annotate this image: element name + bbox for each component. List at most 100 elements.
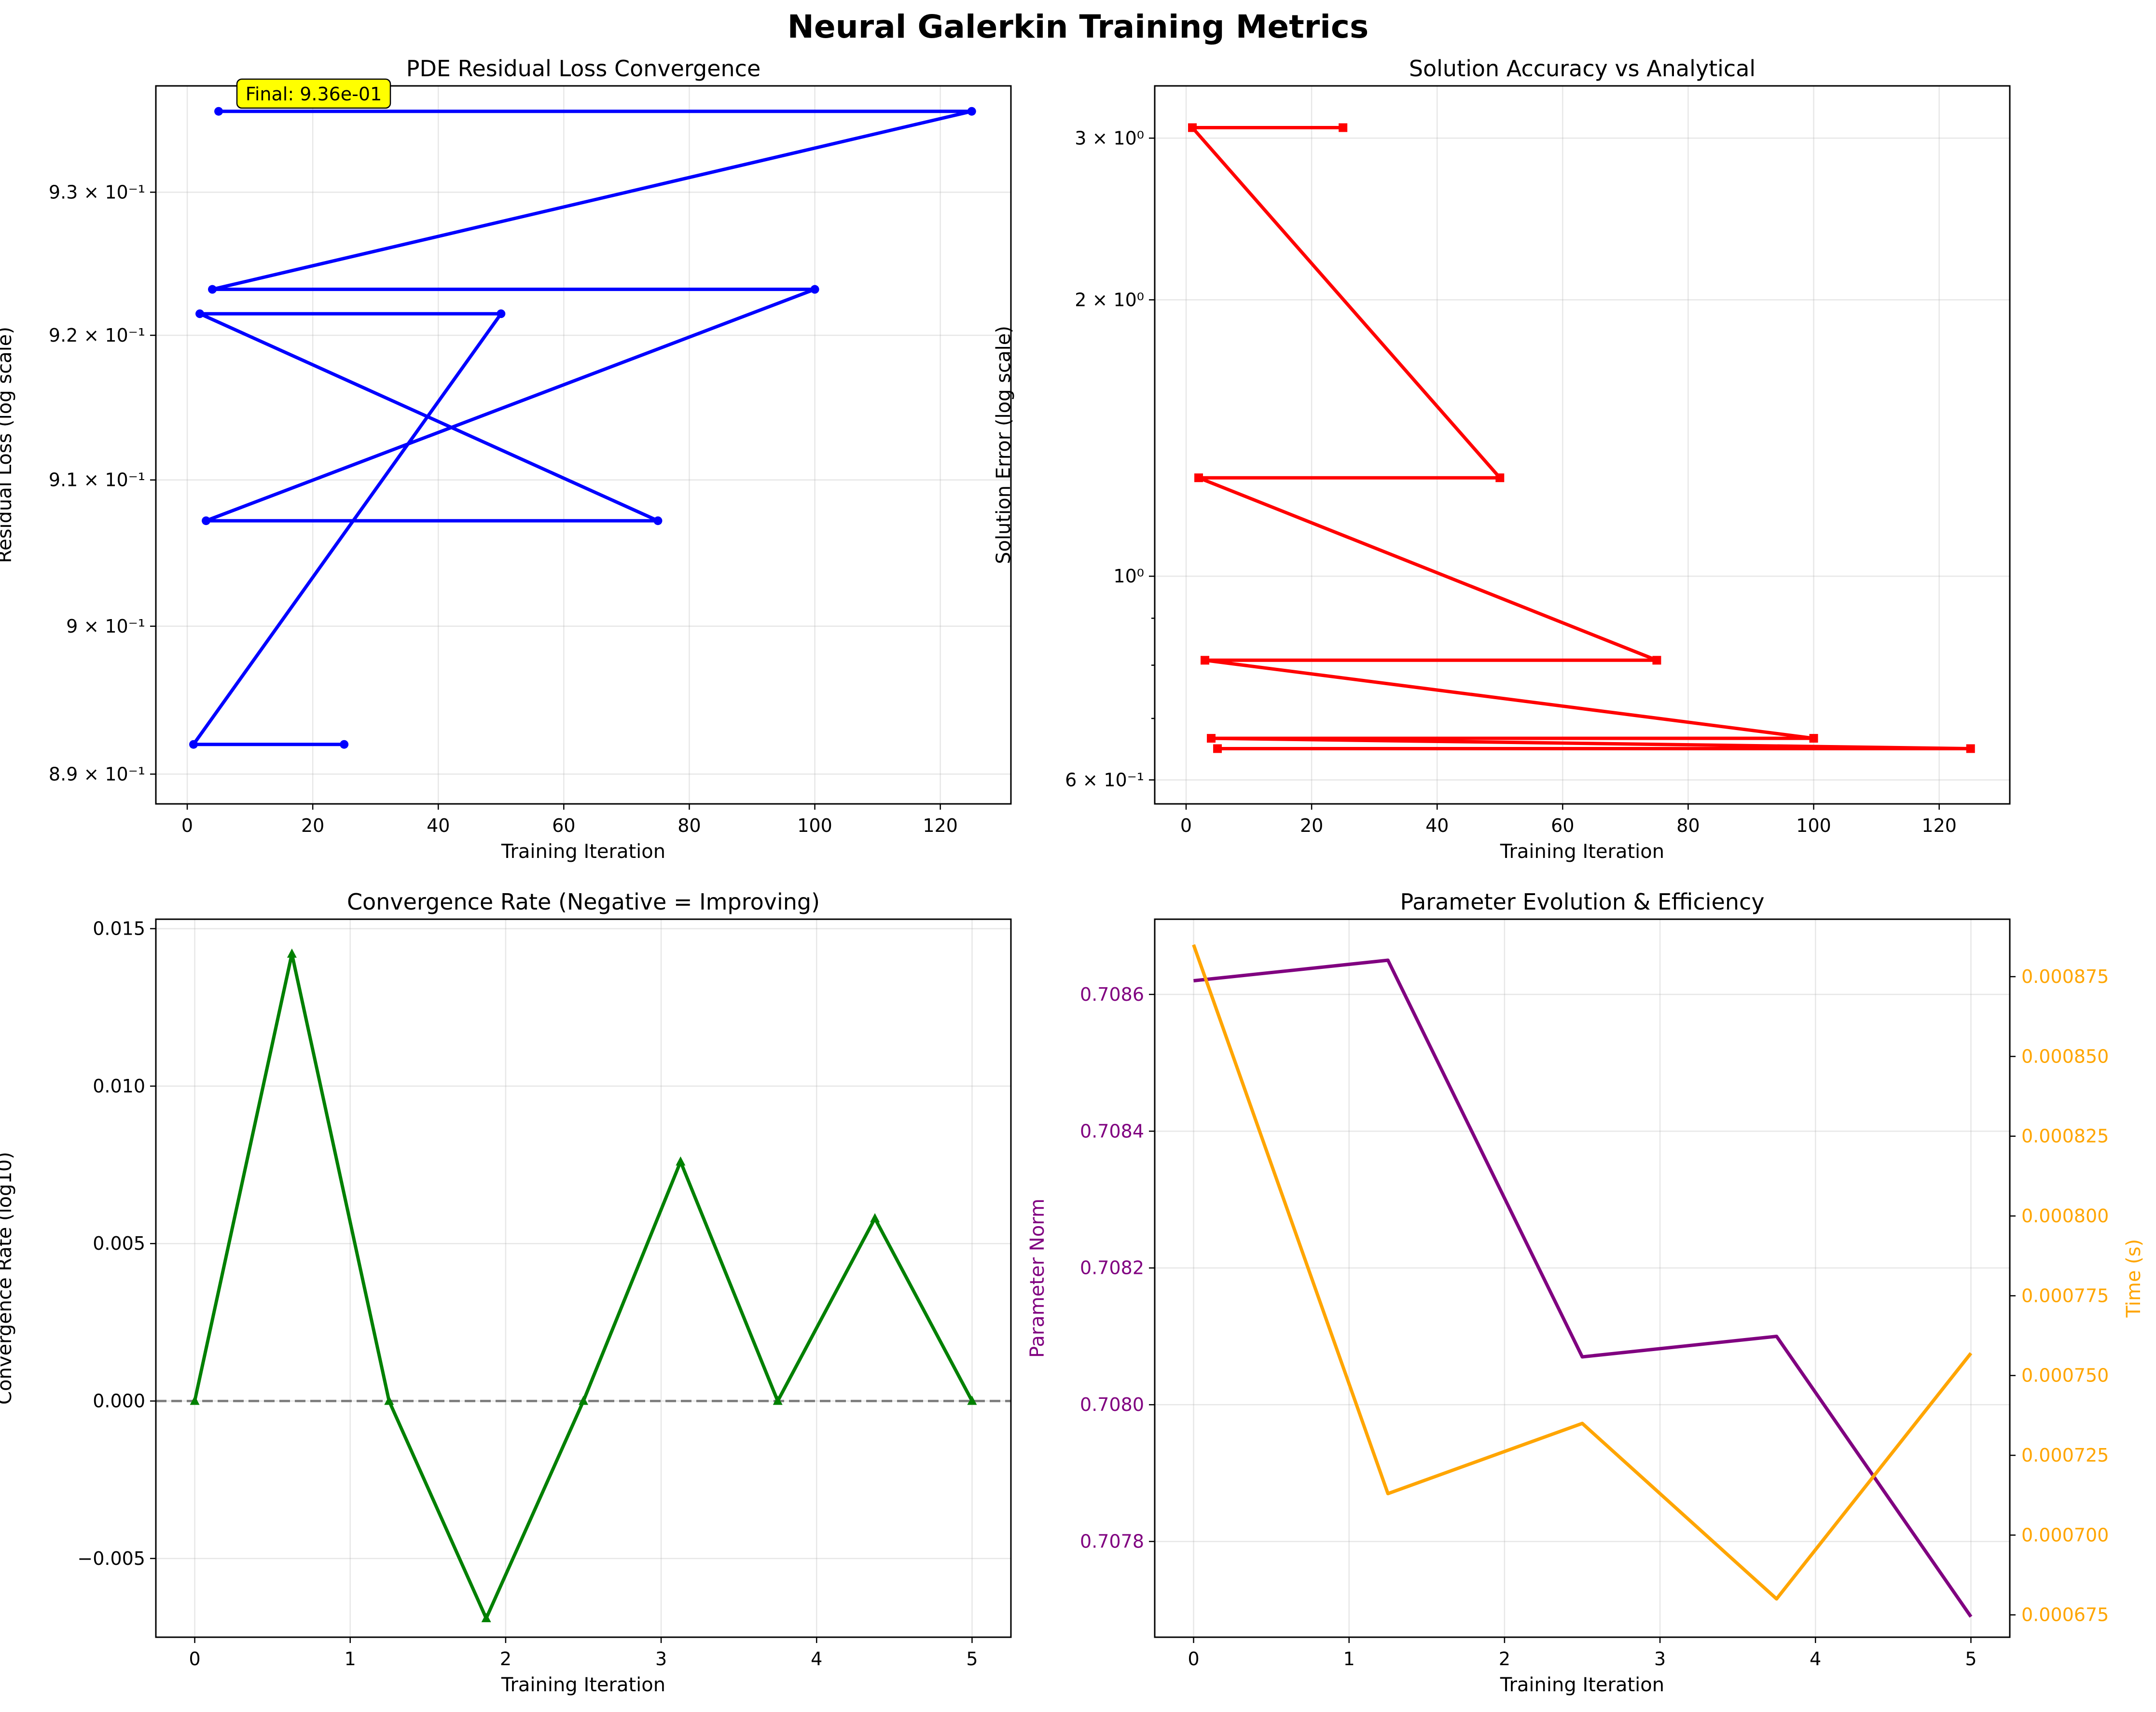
x-tick-label: 20 [1300,815,1323,836]
x-axis-label: Training Iteration [1500,1674,1664,1696]
plot-frame [1154,918,2011,1638]
data-point [1213,744,1222,753]
x-tick-label: 0 [189,1648,200,1670]
x-tick-label: 80 [1676,815,1700,836]
data-point [189,740,198,749]
x-tick-label: 120 [923,815,958,836]
plot-frame [155,918,1012,1638]
y-right-tick-label: 0.000850 [2021,1046,2109,1067]
data-point [1194,473,1203,483]
data-point [653,516,663,525]
chart-title: Convergence Rate (Negative = Improving) [347,889,820,915]
x-tick-label: 40 [1425,815,1449,836]
series-line [1192,944,1973,1601]
x-tick-label: 2 [500,1648,511,1670]
y-right-tick-label: 0.000800 [2021,1205,2109,1227]
x-tick-label: 100 [1796,815,1831,836]
data-point [1966,744,1975,753]
x-tick-label: 1 [345,1648,356,1670]
y-axis-label: Solution Error (log scale) [993,326,1015,564]
data-point [870,1213,880,1222]
y-tick-label: 0.7082 [1080,1257,1144,1279]
y-tick-label: 0.005 [93,1233,145,1254]
x-axis-label: Training Iteration [1500,841,1664,863]
y-right-tick-label: 0.000775 [2021,1285,2109,1306]
data-point [208,285,217,294]
x-tick-label: 0 [1188,1648,1199,1670]
data-point [1188,123,1197,132]
data-point [1207,734,1216,743]
y-tick-label: 0.7078 [1080,1531,1144,1552]
data-point [967,1395,977,1405]
y-right-tick-label: 0.000875 [2021,966,2109,987]
x-tick-label: 60 [1551,815,1574,836]
x-tick-label: 100 [797,815,832,836]
x-tick-label: 0 [1180,815,1192,836]
data-point [1652,656,1661,665]
data-point [202,516,211,525]
data-point [497,309,506,318]
data-point [773,1395,783,1405]
y-tick-label: 8.9 × 10⁻¹ [49,763,145,785]
residual-loss-chart: 0 20 40 60 80 100 120 8.9 × 10⁻¹ 9 × 10⁻¹ 9.1 × 1… [0,55,1012,863]
y-tick-label: 9.1 × 10⁻¹ [49,469,145,491]
y-axis-label: Parameter Norm [1026,1199,1049,1358]
plot-frame [1154,85,2011,805]
y-axis-label: Residual Loss (log scale) [0,327,16,563]
x-tick-label: 0 [181,815,193,836]
y-right-tick-label: 0.000725 [2021,1445,2109,1466]
y-tick-label: 10⁰ [1113,566,1144,587]
y-tick-label: 3 × 10⁰ [1075,127,1144,149]
y-right-tick-label: 0.000700 [2021,1524,2109,1546]
x-tick-label: 5 [1965,1648,1976,1670]
data-point [1201,656,1210,665]
x-tick-label: 4 [1810,1648,1821,1670]
x-tick-label: 5 [966,1648,978,1670]
y-tick-label: 0.7086 [1080,984,1144,1005]
x-tick-label: 80 [677,815,701,836]
y-tick-label: −0.005 [77,1548,145,1569]
chart-title: Solution Accuracy vs Analytical [1409,55,1755,82]
x-tick-label: 60 [552,815,575,836]
data-point [967,107,976,116]
final-value-annotation-box [236,78,391,109]
y-tick-label: 9 × 10⁻¹ [66,616,145,637]
x-tick-label: 1 [1343,1648,1355,1670]
data-point [340,740,349,749]
data-point [1809,734,1818,743]
y-right-tick-label: 0.000750 [2021,1365,2109,1386]
data-point [287,948,297,958]
data-point [214,107,223,116]
series-line [1193,958,1973,1618]
x-tick-label: 20 [301,815,324,836]
x-tick-label: 3 [1654,1648,1666,1670]
y-tick-label: 0.015 [93,918,145,939]
y-tick-label: 2 × 10⁰ [1075,289,1144,310]
y-right-tick-label: 0.000825 [2021,1126,2109,1147]
x-axis-label: Training Iteration [501,1674,665,1696]
data-point [195,309,205,318]
series-line [1190,126,1973,750]
x-tick-label: 3 [655,1648,667,1670]
x-tick-label: 4 [811,1648,822,1670]
y-tick-label: 9.2 × 10⁻¹ [49,325,145,346]
solution-accuracy-chart: 0 20 40 60 80 100 120 6 × 10⁻¹ 10⁰ 2 × 10⁰ 3 × 10⁰… [993,55,2011,863]
y-tick-label: 0.7084 [1080,1120,1144,1142]
chart-title: Parameter Evolution & Efficiency [1400,889,1764,915]
y-tick-label: 0.7080 [1080,1394,1144,1415]
y-tick-label: 0.000 [93,1391,145,1412]
data-point [810,285,819,294]
x-tick-label: 120 [1921,815,1957,836]
data-point [384,1395,394,1405]
x-axis-label: Training Iteration [501,841,665,863]
data-point [579,1395,588,1405]
x-tick-label: 40 [427,815,450,836]
data-point [190,1395,200,1405]
y-right-axis-label: Time (s) [2123,1239,2145,1318]
y-right-tick-label: 0.000675 [2021,1604,2109,1626]
final-value-annotation: Final: 9.36e-01 [246,83,382,105]
data-point [676,1156,686,1166]
parameter-evolution-chart: 0 1 2 3 4 5 0.7078 0.7080 0.7082 0.7084 0.7086 0.00… [1026,889,2145,1696]
y-axis-label: Convergence Rate (log10) [0,1152,16,1405]
